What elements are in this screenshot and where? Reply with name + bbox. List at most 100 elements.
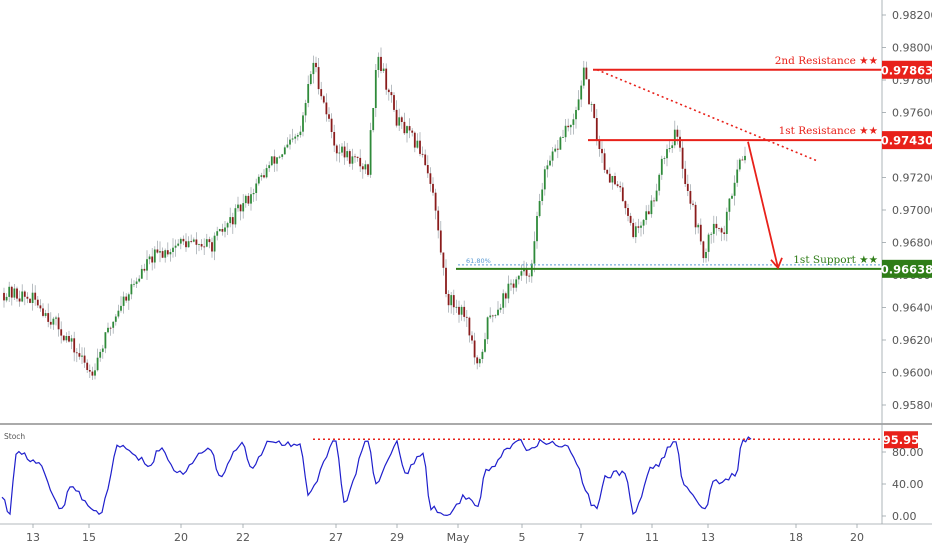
candle-256	[668, 139, 671, 153]
candle-body	[590, 104, 593, 105]
candle-8	[23, 290, 26, 306]
candle-body	[736, 169, 739, 183]
candle-body	[234, 208, 237, 225]
candle-body	[26, 296, 29, 299]
candle-3	[10, 285, 13, 306]
candle-body	[250, 194, 252, 204]
candle-263	[686, 174, 689, 197]
candle-100	[263, 169, 265, 179]
candle-242	[632, 218, 635, 239]
candle-body	[73, 338, 76, 353]
candle-43	[114, 314, 117, 326]
candle-body	[481, 351, 484, 359]
candle-body	[112, 321, 115, 328]
candle-body	[502, 293, 505, 308]
candle-body	[585, 67, 588, 80]
time-tick-label: 13	[26, 531, 40, 544]
candle-40	[107, 322, 109, 334]
candle-50	[133, 280, 135, 288]
candle-123	[322, 94, 325, 104]
candle-body	[273, 156, 276, 164]
candle-29	[78, 343, 81, 360]
candle-body	[109, 327, 112, 329]
candle-186	[486, 316, 489, 344]
candle-142	[372, 107, 375, 133]
candle-266	[694, 201, 697, 235]
candle-217	[567, 118, 570, 132]
candle-body	[94, 370, 96, 376]
candle-2	[8, 281, 11, 302]
candle-body	[294, 136, 297, 139]
candle-274	[715, 216, 718, 236]
candle-body	[655, 190, 658, 202]
candle-body	[211, 242, 213, 252]
candle-54	[143, 263, 146, 273]
candle-body	[434, 192, 437, 211]
candle-184	[481, 349, 484, 364]
time-tick-label: 20	[174, 531, 188, 544]
candle-body	[642, 219, 645, 226]
candle-98	[257, 174, 260, 186]
candle-body	[255, 183, 258, 193]
candle-26	[70, 334, 73, 350]
candle-31	[83, 347, 86, 368]
candle-47	[125, 293, 128, 303]
stoch-tick-label: 0.00	[892, 510, 917, 523]
candle-213	[556, 140, 559, 159]
candle-body	[135, 281, 138, 284]
candle-176	[460, 304, 463, 321]
candle-183	[478, 357, 481, 368]
candle-22	[60, 321, 63, 344]
candle-body	[733, 182, 736, 196]
candle-167	[437, 206, 440, 239]
candle-body	[247, 195, 250, 204]
candle-body	[387, 89, 390, 93]
candle-258	[673, 120, 676, 149]
candle-133	[348, 149, 351, 167]
candle-119	[312, 55, 315, 84]
candle-73	[192, 237, 195, 243]
candle-body	[564, 125, 567, 138]
candle-body	[281, 154, 284, 157]
candle-body	[731, 195, 733, 199]
candle-159	[416, 133, 419, 149]
candle-140	[367, 163, 369, 177]
candle-body	[49, 321, 52, 325]
candle-body	[478, 359, 481, 364]
candle-283	[738, 158, 741, 172]
candle-body	[86, 362, 89, 370]
candle-body	[458, 306, 460, 315]
candle-101	[265, 164, 268, 179]
candle-body	[611, 176, 614, 183]
candle-body	[377, 56, 380, 70]
candle-55	[146, 250, 148, 280]
candle-116	[304, 99, 307, 123]
candle-174	[455, 299, 458, 313]
candle-71	[187, 236, 190, 248]
candle-body	[216, 231, 219, 236]
candle-body	[315, 62, 317, 68]
candle-66	[174, 239, 177, 257]
candle-149	[390, 84, 393, 103]
candle-65	[172, 238, 174, 258]
candle-233	[608, 167, 611, 183]
candle-body	[658, 174, 661, 191]
candle-body	[504, 293, 507, 299]
candle-body	[125, 296, 128, 301]
candle-body	[16, 288, 18, 299]
candle-282	[736, 159, 739, 187]
candle-body	[356, 156, 359, 158]
candle-body	[619, 186, 622, 188]
candle-body	[190, 241, 193, 242]
candle-118	[309, 71, 312, 86]
candle-body	[393, 95, 395, 110]
candle-body	[307, 84, 310, 103]
candle-body	[312, 62, 315, 75]
candle-122	[320, 81, 323, 100]
candle-body	[712, 223, 715, 234]
candle-235	[614, 172, 616, 186]
candle-body	[702, 241, 705, 259]
candle-88	[231, 212, 234, 234]
candle-body	[697, 224, 700, 228]
